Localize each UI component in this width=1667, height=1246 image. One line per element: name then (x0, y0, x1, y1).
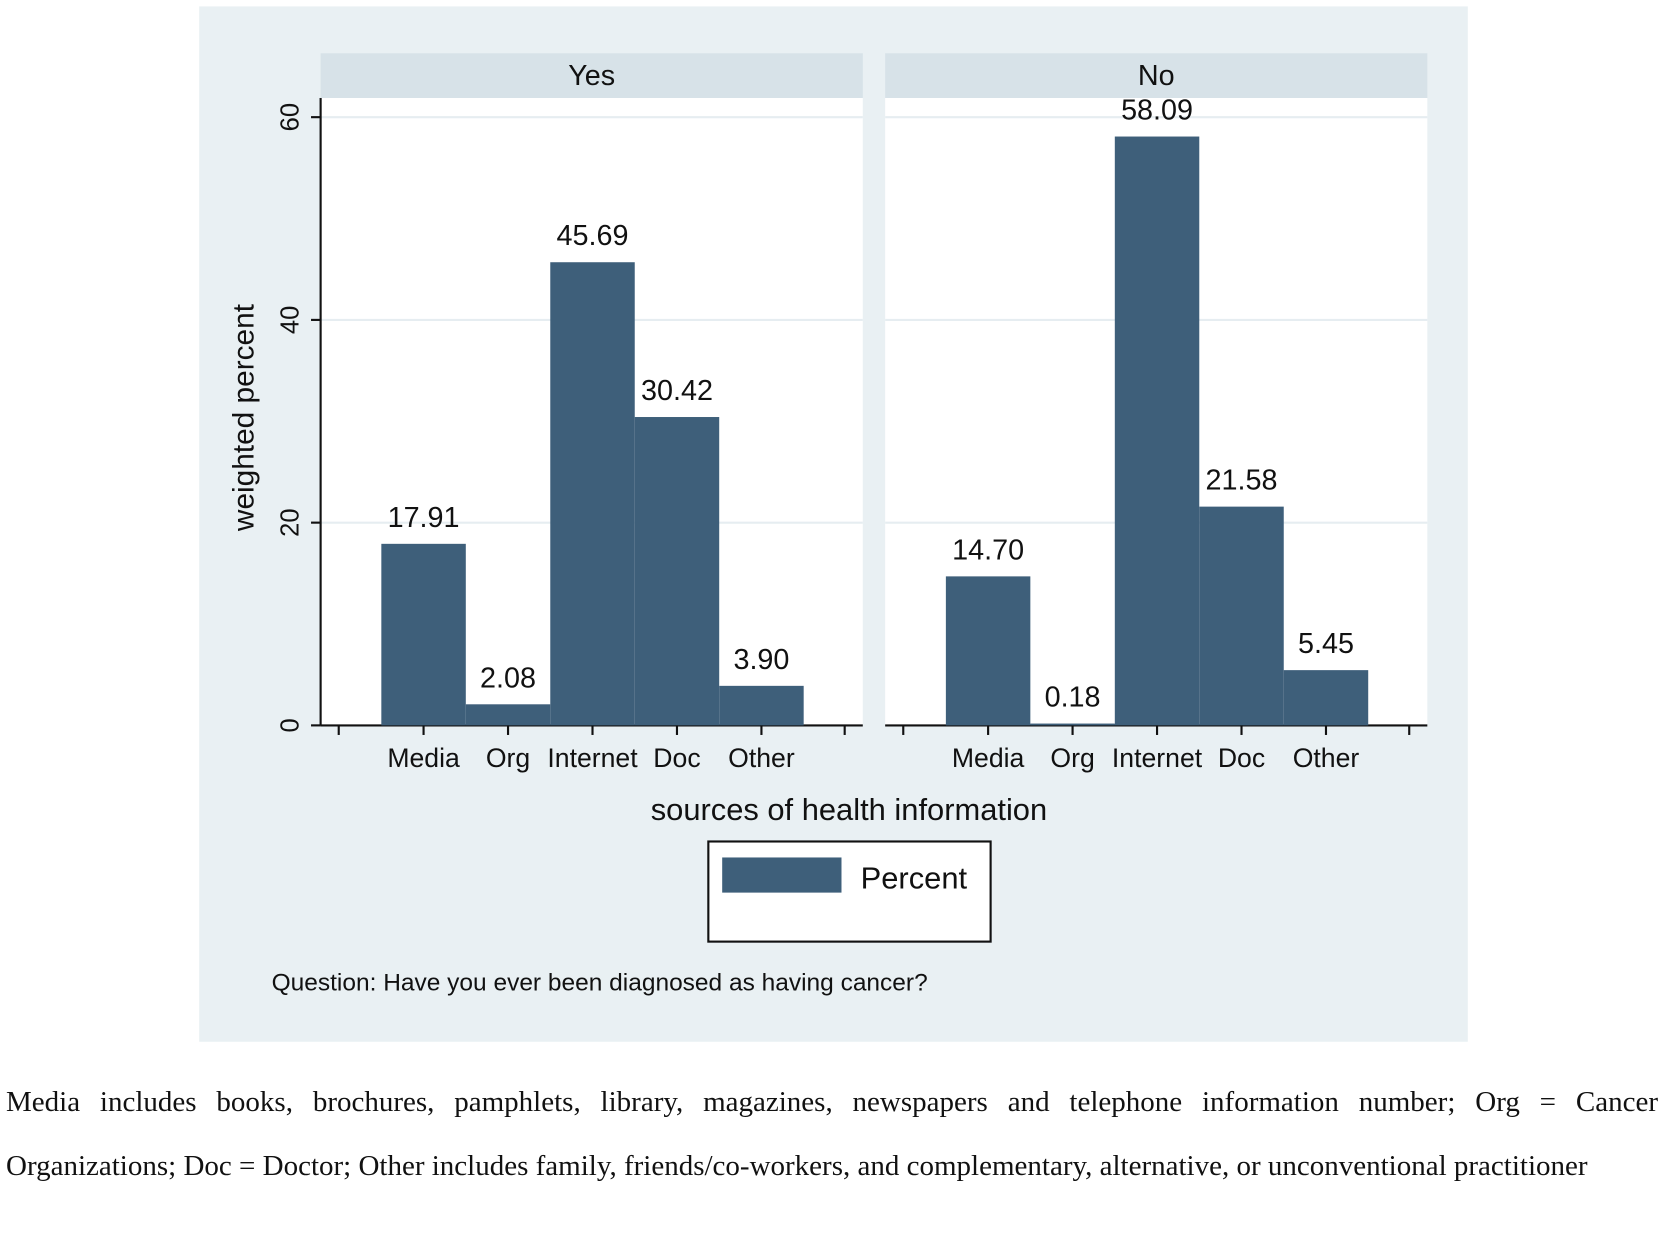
x-tick-label: Internet (547, 743, 638, 773)
panel-yes: Yes Media 17.91 Org 2.08 Internet 45.69 Doc 30.4… (320, 53, 863, 773)
panel-no: No Media 14.70 Org 0.18 Internet 58.09 Doc 21.58… (885, 53, 1428, 773)
y-tick-label: 0 (276, 718, 304, 732)
x-tick-label: Org (486, 743, 530, 773)
x-tick-label: Doc (1218, 743, 1265, 773)
bar-no-internet (1114, 136, 1200, 726)
x-tick-label: Media (952, 743, 1025, 773)
chart: Yes Media 17.91 Org 2.08 Internet 45.69 Doc 30.4… (199, 6, 1468, 1042)
data-label: 3.90 (733, 644, 789, 676)
x-tick-label: Org (1050, 743, 1094, 773)
data-label: 0.18 (1045, 682, 1101, 714)
x-tick-label: Internet (1112, 743, 1203, 773)
legend: Percent (707, 840, 992, 943)
data-label: 2.08 (480, 662, 536, 694)
bar-yes-doc (634, 417, 720, 726)
chart-note: Question: Have you ever been diagnosed a… (272, 970, 928, 997)
data-label: 5.45 (1298, 628, 1354, 660)
bar-yes-internet (550, 262, 635, 726)
panel-strip (320, 53, 863, 98)
y-tick-label: 60 (276, 103, 304, 131)
bar-yes-media (381, 543, 466, 726)
panel-title: Yes (568, 60, 615, 92)
data-label: 14.70 (952, 534, 1024, 566)
panel-strip (885, 53, 1428, 98)
legend-swatch (722, 857, 842, 893)
x-axis-label: sources of health information (651, 792, 1047, 827)
bar-no-media (945, 576, 1031, 726)
x-tick-label: Other (1293, 743, 1360, 773)
legend-label: Percent (861, 860, 968, 895)
figure-caption: Media includes books, brochures, pamphle… (6, 1086, 1658, 1182)
bar-yes-org (465, 704, 551, 726)
bar-yes-other (719, 685, 804, 726)
bar-no-other (1283, 670, 1369, 726)
x-tick-label: Media (387, 743, 460, 773)
data-label: 17.91 (388, 502, 460, 534)
panel-title: No (1138, 60, 1175, 92)
data-label: 58.09 (1121, 94, 1193, 126)
y-tick-label: 20 (276, 508, 304, 536)
bar-no-doc (1199, 506, 1284, 726)
bar-no-org (1030, 723, 1115, 726)
data-label: 30.42 (641, 375, 713, 407)
y-axis-label: weighted percent (228, 303, 261, 532)
data-label: 21.58 (1206, 465, 1278, 497)
data-label: 45.69 (557, 220, 629, 252)
y-tick-label: 40 (276, 306, 304, 334)
x-tick-label: Doc (653, 743, 700, 773)
x-tick-label: Other (728, 743, 795, 773)
